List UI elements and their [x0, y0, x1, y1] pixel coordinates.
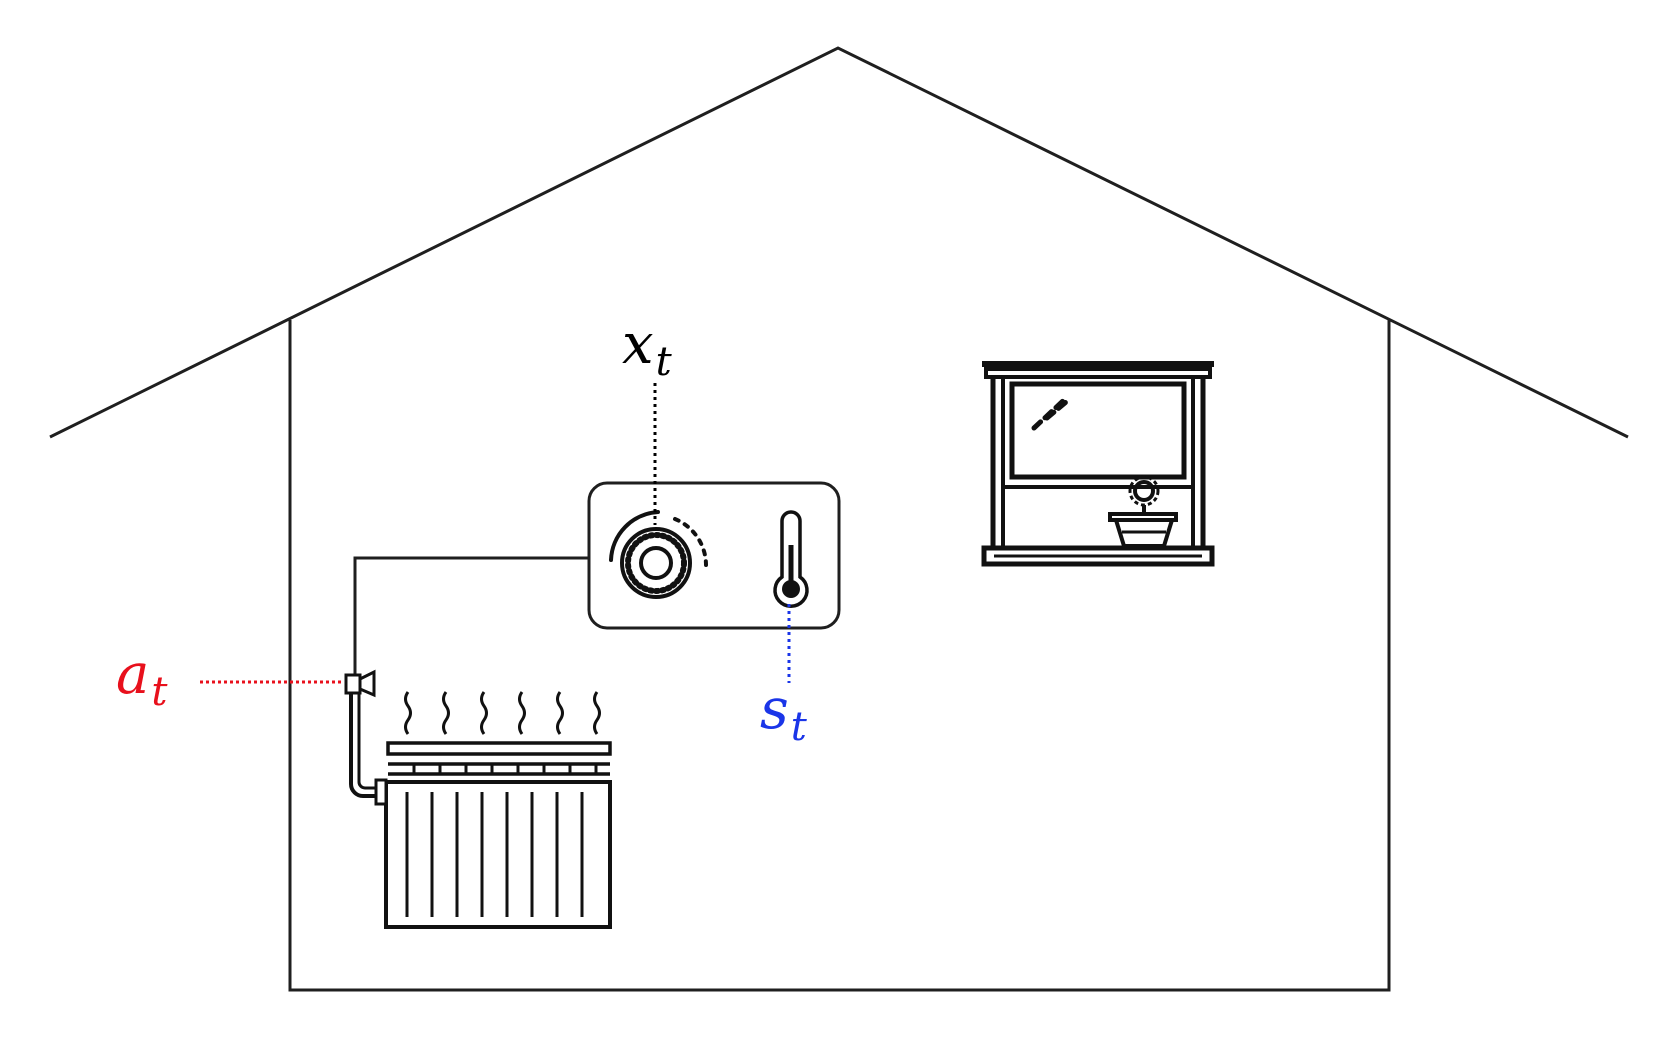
setpoint-label-sub: t [656, 339, 673, 385]
heat-waves [404, 691, 601, 735]
house-walls [288, 320, 1391, 992]
action-label-sub: t [151, 669, 168, 715]
state-label: st [760, 677, 808, 750]
action-label-base: a [116, 642, 149, 707]
roof [49, 46, 1629, 439]
radiator-icon [349, 690, 612, 929]
flower-pot-icon [1108, 475, 1178, 548]
setpoint-label-base: x [622, 312, 654, 377]
state-label-base: s [760, 677, 789, 742]
valve-icon [344, 669, 376, 698]
thermometer-icon [773, 510, 809, 608]
state-label-sub: t [791, 704, 808, 750]
action-label: at [116, 642, 168, 715]
window-icon [981, 361, 1215, 567]
thermostat-icon [587, 481, 841, 630]
setpoint-label: xt [622, 312, 673, 385]
house-outline [49, 46, 1629, 992]
control-wire [353, 556, 589, 680]
dial-icon [609, 510, 708, 599]
